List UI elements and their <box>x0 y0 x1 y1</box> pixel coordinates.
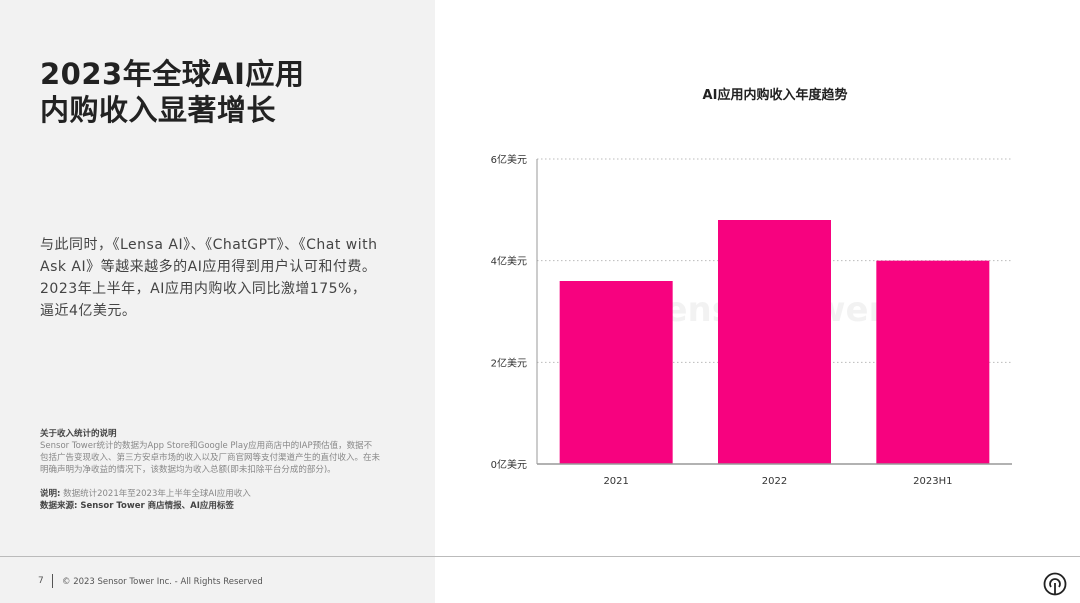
x-tick-label: 2022 <box>762 476 787 487</box>
note-text: Sensor Tower统计的数据为App Store和Google Play应… <box>40 441 381 475</box>
y-tick-label: 2亿美元 <box>491 356 527 369</box>
description-text: 数据统计2021年至2023年上半年全球AI应用收入 <box>63 489 251 499</box>
body-text: 与此同时，《Lensa AI》、《ChatGPT》、《Chat with Ask… <box>40 237 378 319</box>
description: 说明: 数据统计2021年至2023年上半年全球AI应用收入 <box>40 488 380 500</box>
y-tick-label: 4亿美元 <box>491 255 527 268</box>
x-tick-label: 2023H1 <box>913 476 952 487</box>
slide-title: 2023年全球AI应用 内购收入显著增长 <box>40 56 304 128</box>
note-title: 关于收入统计的说明 <box>40 429 117 439</box>
footer-divider <box>0 556 1080 557</box>
bar-chart: 0亿美元 2亿美元 4亿美元 6亿美元 2021 2022 2023H1 <box>491 153 1012 487</box>
description-label: 说明: <box>40 489 61 499</box>
y-tick-label: 6亿美元 <box>491 153 527 166</box>
bar-2022 <box>718 220 831 464</box>
x-tick-label: 2021 <box>603 476 628 487</box>
left-panel <box>0 0 435 603</box>
title-line-1: 2023年全球AI应用 <box>40 57 305 91</box>
sensor-tower-logo-icon <box>1043 572 1067 596</box>
footer-separator <box>52 574 53 588</box>
bar-2021 <box>559 281 673 464</box>
data-source: 数据来源: Sensor Tower 商店情报、AI应用标签 <box>40 501 234 511</box>
title-line-2: 内购收入显著增长 <box>40 93 277 127</box>
copyright: © 2023 Sensor Tower Inc. - All Rights Re… <box>62 577 263 587</box>
bar-2023H1 <box>876 260 990 464</box>
chart-title: AI应用内购收入年度趋势 <box>702 88 848 103</box>
revenue-note: 关于收入统计的说明 Sensor Tower统计的数据为App Store和Go… <box>40 428 380 512</box>
page-number: 7 <box>38 576 44 586</box>
y-tick-label: 0亿美元 <box>491 458 527 471</box>
